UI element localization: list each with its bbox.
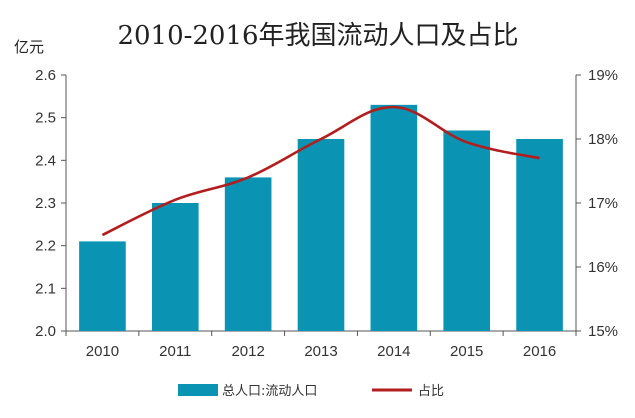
left-tick-label: 2.6 <box>35 67 56 84</box>
x-tick-label: 2014 <box>377 343 410 360</box>
right-tick-label: 16% <box>588 259 618 276</box>
left-tick-label: 2.0 <box>35 323 56 340</box>
right-tick-label: 15% <box>588 323 618 340</box>
right-tick-label: 19% <box>588 67 618 84</box>
line-series <box>101 105 540 237</box>
legend-label-bar: 总人口:流动人口 <box>222 384 317 399</box>
right-tick-label: 18% <box>588 131 618 148</box>
bar <box>79 241 126 331</box>
legend-swatch-bar <box>178 384 218 396</box>
x-tick-label: 2010 <box>86 343 119 360</box>
x-tick-label: 2015 <box>450 343 483 360</box>
right-tick-label: 17% <box>588 195 618 212</box>
left-tick-label: 2.1 <box>35 280 56 297</box>
legend: 总人口:流动人口 占比 <box>178 384 444 399</box>
left-tick-label: 2.4 <box>35 152 56 169</box>
legend-label-line: 占比 <box>418 384 444 399</box>
x-tick-label: 2012 <box>231 343 264 360</box>
chart-title: 2010-2016年我国流动人口及占比 <box>117 21 518 51</box>
bar <box>516 139 563 331</box>
x-tick-label: 2011 <box>159 343 191 360</box>
left-tick-label: 2.2 <box>35 238 56 255</box>
left-tick-label: 2.3 <box>35 195 56 212</box>
bar-series <box>79 104 563 331</box>
left-axis-unit: 亿元 <box>14 38 44 56</box>
bar <box>224 177 272 331</box>
bar <box>370 104 418 331</box>
bar <box>151 203 199 331</box>
x-tick-label: 2013 <box>304 343 337 360</box>
bar <box>443 130 491 331</box>
x-tick-label: 2016 <box>523 343 556 360</box>
left-tick-label: 2.5 <box>35 110 56 127</box>
bar <box>297 139 345 331</box>
axes: 2.0 2.1 2.2 2.3 2.4 2.5 2.6 15% 16% 17% 18% 19% 2010… <box>35 67 618 360</box>
